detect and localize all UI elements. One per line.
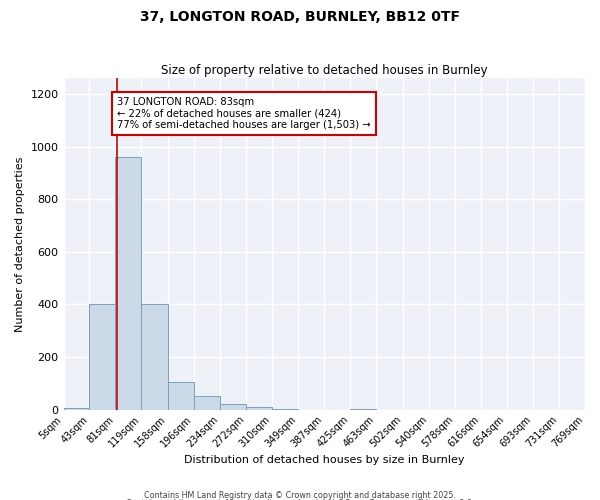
Y-axis label: Number of detached properties: Number of detached properties [15,156,25,332]
Bar [168,382,194,409]
Bar [115,157,142,409]
Text: 37 LONGTON ROAD: 83sqm
← 22% of detached houses are smaller (424)
77% of semi-de: 37 LONGTON ROAD: 83sqm ← 22% of detached… [118,96,371,130]
Bar [272,409,298,410]
Bar [246,407,272,410]
Bar [220,404,246,409]
Bar [64,408,89,410]
Text: Contains HM Land Registry data © Crown copyright and database right 2025.: Contains HM Land Registry data © Crown c… [144,490,456,500]
Text: 37, LONGTON ROAD, BURNLEY, BB12 0TF: 37, LONGTON ROAD, BURNLEY, BB12 0TF [140,10,460,24]
Bar [194,396,220,409]
Title: Size of property relative to detached houses in Burnley: Size of property relative to detached ho… [161,64,488,77]
Text: Contains public sector information licensed under the Open Government Licence v3: Contains public sector information licen… [126,499,474,500]
Bar [142,304,168,410]
X-axis label: Distribution of detached houses by size in Burnley: Distribution of detached houses by size … [184,455,464,465]
Bar [89,304,115,410]
Bar [350,409,376,410]
